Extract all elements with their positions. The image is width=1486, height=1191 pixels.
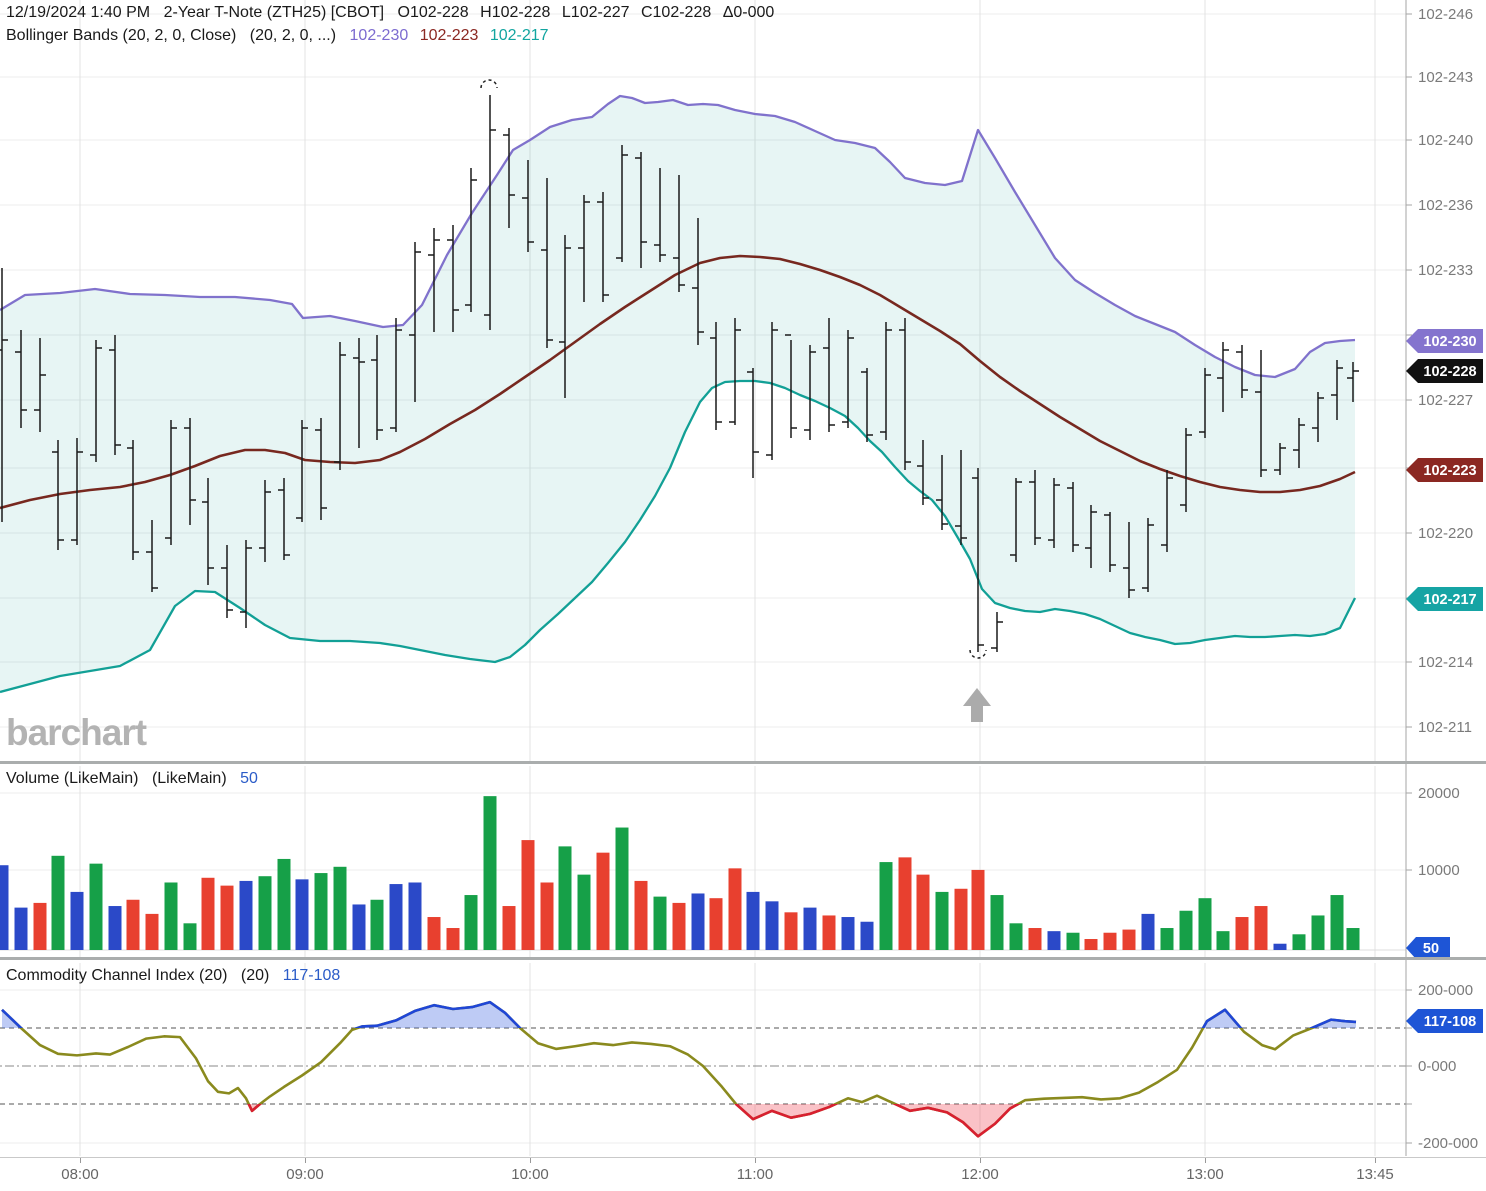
- time-axis-tick: [1205, 1158, 1206, 1163]
- study-params: (20, 2, 0, ...): [249, 27, 337, 44]
- volume-panel[interactable]: 20000 10000 50: [0, 762, 1486, 960]
- study-params: (20): [240, 967, 270, 984]
- bollinger-lower-price-badge: 102-217: [1406, 587, 1483, 611]
- last-volume-badge: 50: [1406, 937, 1450, 959]
- svg-text:10000: 10000: [1418, 862, 1460, 879]
- panel-divider[interactable]: [0, 957, 1486, 960]
- svg-text:102-214: 102-214: [1418, 654, 1473, 671]
- bollinger-upper-value: 102-230: [349, 27, 409, 44]
- svg-text:102-220: 102-220: [1418, 525, 1473, 542]
- svg-text:102-230: 102-230: [1423, 334, 1476, 350]
- svg-text:200-000: 200-000: [1418, 982, 1473, 999]
- svg-text:102-246: 102-246: [1418, 6, 1473, 23]
- svg-text:0-000: 0-000: [1418, 1058, 1456, 1075]
- chart-title-bar: 12/19/2024 1:40 PM 2-Year T-Note (ZTH25)…: [6, 4, 783, 22]
- study-name: Commodity Channel Index (20): [6, 967, 228, 984]
- bollinger-legend[interactable]: Bollinger Bands (20, 2, 0, Close) (20, 2…: [6, 27, 558, 45]
- cci-line-overbought: [1, 1000, 1357, 1028]
- time-axis-tick: [980, 1158, 981, 1163]
- volume-value: 50: [240, 770, 258, 787]
- bollinger-upper-line: [0, 94, 1356, 379]
- svg-text:117-108: 117-108: [1424, 1014, 1476, 1030]
- svg-text:102-223: 102-223: [1423, 463, 1476, 479]
- session-low-marker-icon: [969, 649, 987, 659]
- volume-gridlines: [0, 792, 1406, 871]
- session-high-marker-icon: [480, 79, 498, 89]
- svg-text:-200-000: -200-000: [1418, 1135, 1478, 1152]
- price-panel[interactable]: 102-246 102-243 102-240 102-236 102-233 102-2…: [0, 0, 1486, 762]
- time-axis-label: 13:45: [1356, 1166, 1394, 1183]
- panel-divider[interactable]: [0, 761, 1486, 764]
- right-price-axis[interactable]: 20000 10000: [1405, 762, 1460, 959]
- time-gridlines: [79, 963, 1376, 1156]
- time-axis-tick: [1375, 1158, 1376, 1163]
- time-axis-tick: [305, 1158, 306, 1163]
- time-axis-tick: [530, 1158, 531, 1163]
- time-axis-label: 13:00: [1186, 1166, 1224, 1183]
- change-value: Δ0-000: [722, 4, 775, 21]
- last-price-badge: 102-228: [1406, 359, 1483, 383]
- svg-text:102-240: 102-240: [1418, 132, 1473, 149]
- cci-panel[interactable]: 200-000 0-000 -200-000 117-108: [0, 960, 1486, 1157]
- cci-line: [1, 1000, 1357, 1138]
- up-arrow-icon[interactable]: [963, 688, 991, 722]
- cci-gridlines: [0, 989, 1406, 1144]
- volume-bars[interactable]: [0, 796, 1360, 950]
- barchart-watermark-logo: barchart: [6, 712, 147, 753]
- cci-value: 117-108: [282, 967, 341, 984]
- symbol-name: 2-Year T-Note (ZTH25) [CBOT]: [163, 4, 385, 21]
- cci-legend[interactable]: Commodity Channel Index (20) (20) 117-10…: [6, 967, 349, 985]
- time-axis-label: 08:00: [61, 1166, 99, 1183]
- low-value: L102-227: [561, 4, 630, 21]
- time-axis[interactable]: 08:00 09:00 10:00 11:00 12:00 13:00 13:45: [0, 1157, 1486, 1191]
- svg-text:102-217: 102-217: [1423, 592, 1476, 608]
- svg-text:50: 50: [1423, 941, 1439, 957]
- study-name: Volume (LikeMain): [6, 770, 139, 787]
- ohlc-bars[interactable]: [0, 95, 1359, 652]
- cci-oversold-fill: [2, 1104, 1356, 1137]
- open-value: O102-228: [397, 4, 469, 21]
- svg-text:102-243: 102-243: [1418, 69, 1473, 86]
- bollinger-band-fill: [0, 96, 1355, 692]
- right-price-axis[interactable]: 200-000 0-000 -200-000: [1405, 960, 1478, 1156]
- bollinger-upper-price-badge: 102-230: [1406, 329, 1483, 353]
- volume-legend[interactable]: Volume (LikeMain) (LikeMain) 50: [6, 770, 267, 788]
- time-axis-label: 12:00: [961, 1166, 999, 1183]
- svg-text:102-227: 102-227: [1418, 392, 1473, 409]
- svg-text:102-228: 102-228: [1423, 364, 1476, 380]
- bollinger-lower-line: [0, 379, 1357, 694]
- svg-text:20000: 20000: [1418, 785, 1460, 802]
- bollinger-middle-line: [0, 254, 1356, 510]
- svg-text:102-236: 102-236: [1418, 197, 1473, 214]
- bollinger-middle-value: 102-223: [419, 27, 479, 44]
- cci-value-badge: 117-108: [1406, 1009, 1483, 1033]
- time-axis-label: 11:00: [736, 1166, 774, 1183]
- bollinger-middle-price-badge: 102-223: [1406, 458, 1483, 482]
- study-name: Bollinger Bands (20, 2, 0, Close): [6, 27, 237, 44]
- svg-text:102-233: 102-233: [1418, 262, 1473, 279]
- svg-text:102-211: 102-211: [1418, 719, 1472, 736]
- high-value: H102-228: [480, 4, 551, 21]
- cci-line-oversold: [247, 1104, 1021, 1138]
- cci-overbought-fill: [2, 1002, 1356, 1028]
- close-value: C102-228: [640, 4, 712, 21]
- bollinger-lower-value: 102-217: [489, 27, 549, 44]
- time-axis-label: 10:00: [511, 1166, 549, 1183]
- time-axis-label: 09:00: [286, 1166, 324, 1183]
- time-axis-tick: [80, 1158, 81, 1163]
- time-axis-tick: [755, 1158, 756, 1163]
- bar-datetime: 12/19/2024 1:40 PM: [6, 4, 151, 21]
- study-params: (LikeMain): [151, 770, 227, 787]
